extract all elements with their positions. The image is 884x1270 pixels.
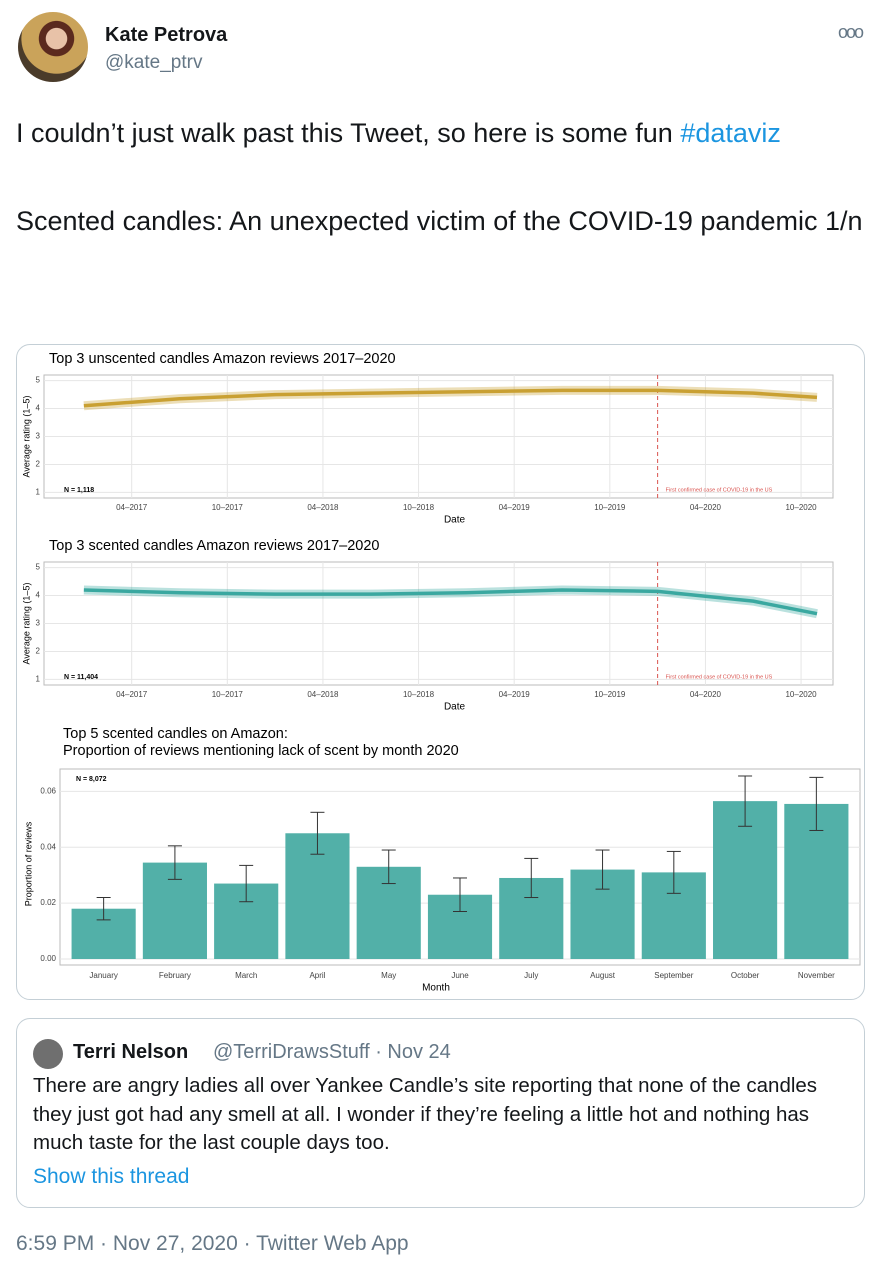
y-tick-label: 0.06 [40, 786, 56, 795]
x-tick-label: 10–2018 [403, 690, 435, 699]
x-tick-label: 10–2019 [594, 503, 626, 512]
show-thread[interactable]: Show this thread [33, 1165, 190, 1188]
x-tick-label: 10–2017 [212, 503, 244, 512]
x-tick-label: November [798, 971, 835, 980]
x-tick-label: 10–2020 [785, 690, 817, 699]
y-tick-label: 2 [36, 647, 41, 656]
trend-line [83, 588, 818, 616]
x-tick-label: October [731, 971, 760, 980]
marker-label: First confirmed case of COVID-19 in the … [666, 487, 773, 493]
y-axis-label: Average rating (1–5) [21, 396, 31, 478]
charts: Top 3 unscented candles Amazon reviews 2… [21, 351, 861, 994]
x-tick-label: 04–2017 [116, 503, 148, 512]
y-tick-label: 5 [36, 563, 41, 572]
n-label: N = 11,404 [64, 674, 98, 681]
x-tick-label: May [381, 971, 396, 980]
y-tick-label: 5 [36, 376, 41, 385]
y-tick-label: 0.00 [40, 954, 56, 963]
x-tick-label: 04–2019 [499, 690, 531, 699]
x-tick-label: 10–2017 [212, 690, 244, 699]
hashtag[interactable]: #dataviz [680, 118, 781, 148]
quote-avatar [33, 1039, 63, 1069]
chart-subtitle: Proportion of reviews mentioning lack of… [63, 743, 459, 759]
y-tick-label: 1 [36, 675, 41, 684]
x-tick-label: September [654, 971, 693, 980]
chart-title: Top 5 scented candles on Amazon: [63, 726, 288, 742]
x-tick-label: 10–2019 [594, 690, 626, 699]
y-tick-label: 3 [36, 432, 41, 441]
y-tick-label: 1 [36, 488, 41, 497]
more-button[interactable]: ooo [838, 22, 864, 42]
marker-label: First confirmed case of COVID-19 in the … [666, 674, 773, 680]
y-axis-label: Average rating (1–5) [21, 583, 31, 665]
x-tick-label: 04–2020 [690, 503, 722, 512]
x-tick-label: 04–2018 [307, 503, 339, 512]
chart-title: Top 3 scented candles Amazon reviews 201… [49, 538, 380, 554]
n-label: N = 8,072 [76, 776, 107, 783]
x-tick-label: 10–2020 [785, 503, 817, 512]
x-tick-label: March [235, 971, 257, 980]
y-tick-label: 4 [36, 404, 41, 413]
avatar[interactable] [18, 12, 88, 82]
author-name[interactable]: Kate Petrova [105, 24, 228, 46]
y-tick-label: 0.04 [40, 842, 56, 851]
y-tick-label: 4 [36, 591, 41, 600]
chart-image[interactable]: Top 3 unscented candles Amazon reviews 2… [16, 344, 865, 1000]
x-axis-label: Date [444, 702, 466, 713]
x-tick-label: August [590, 971, 616, 980]
x-tick-label: 04–2018 [307, 690, 339, 699]
x-tick-label: June [451, 971, 469, 980]
x-axis-label: Month [422, 983, 450, 994]
x-tick-label: 04–2020 [690, 690, 722, 699]
tweet-text: I couldn’t just walk past this Tweet, so… [16, 111, 876, 287]
x-tick-label: July [524, 971, 538, 980]
x-tick-label: January [89, 971, 117, 980]
quote-name: Terri Nelson [73, 1041, 189, 1063]
x-tick-label: 04–2017 [116, 690, 148, 699]
text: Scented candles: An unexpected victim of… [16, 206, 863, 236]
x-tick-label: 10–2018 [403, 503, 435, 512]
y-tick-label: 0.02 [40, 898, 56, 907]
x-tick-label: 04–2019 [499, 503, 531, 512]
author-handle[interactable]: @kate_ptrv [105, 52, 203, 73]
quote-handle: @TerriDrawsStuff · Nov 24 [213, 1041, 451, 1063]
chart-title: Top 3 unscented candles Amazon reviews 2… [49, 351, 396, 367]
bar [713, 801, 778, 959]
timestamp[interactable]: 6:59 PM · Nov 27, 2020 · Twitter Web App [16, 1232, 409, 1255]
y-tick-label: 3 [36, 619, 41, 628]
n-label: N = 1,118 [64, 487, 94, 494]
quote-tweet[interactable]: Terri Nelson @TerriDrawsStuff · Nov 24 T… [16, 1018, 865, 1208]
y-axis-label: Proportion of reviews [23, 821, 33, 906]
quote-text: There are angry ladies all over Yankee C… [33, 1074, 818, 1154]
x-axis-label: Date [444, 515, 466, 526]
x-tick-label: February [159, 971, 191, 980]
x-tick-label: April [309, 971, 325, 980]
trend-line [83, 388, 818, 408]
y-tick-label: 2 [36, 460, 41, 469]
text: I couldn’t just walk past this Tweet, so… [16, 118, 673, 148]
